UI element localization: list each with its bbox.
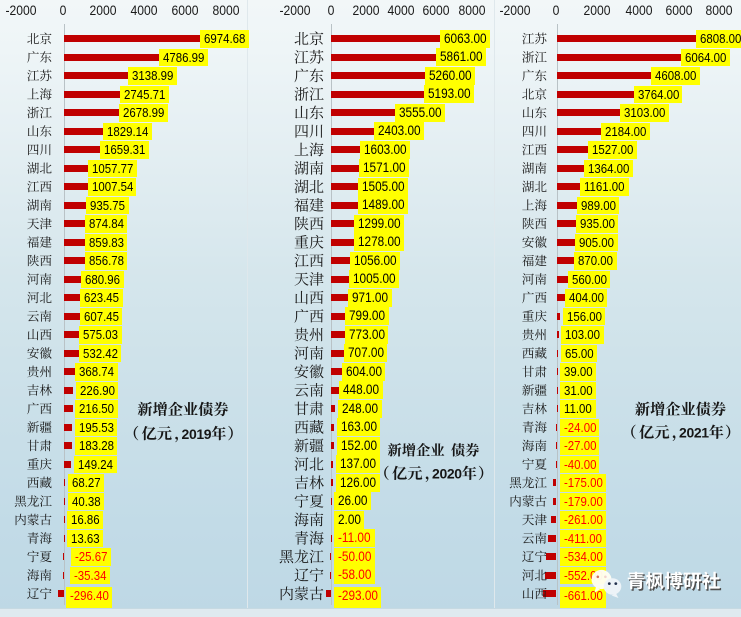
svg-text:2021: 2021 [679, 425, 709, 441]
svg-text:2019: 2019 [182, 426, 212, 442]
svg-text:2020: 2020 [432, 466, 462, 482]
